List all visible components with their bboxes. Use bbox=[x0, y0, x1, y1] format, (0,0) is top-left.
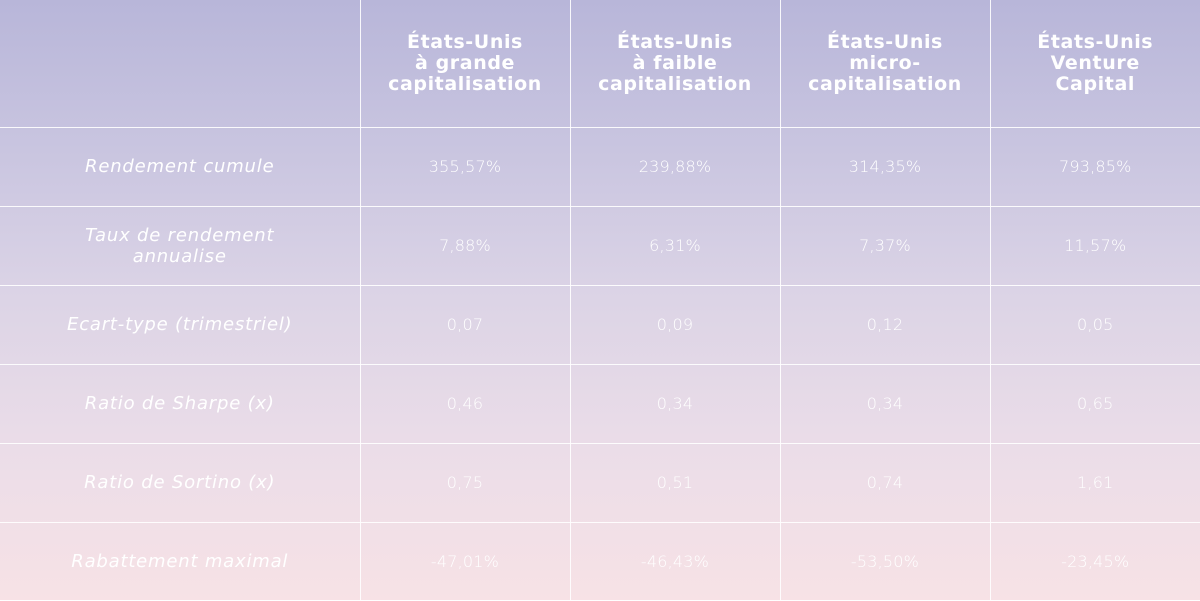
header-row: États-Unis à grande capitalisation États… bbox=[0, 0, 1200, 128]
column-header-line: États-Unis bbox=[617, 30, 733, 53]
row-label: Rabattement maximal bbox=[0, 521, 361, 601]
table-row-cumulative-return: Rendement cumule 355,57% 239,88% 314,35%… bbox=[0, 126, 1200, 207]
table-row-sharpe-ratio: Ratio de Sharpe (x) 0,46 0,34 0,34 0,65 bbox=[0, 363, 1200, 444]
row-label-line: Taux de rendement bbox=[85, 224, 275, 246]
table-row-sortino-ratio: Ratio de Sortino (x) 0,75 0,51 0,74 1,61 bbox=[0, 442, 1200, 523]
column-header-line: à grande bbox=[414, 51, 516, 74]
table-cell: 0,05 bbox=[989, 284, 1200, 365]
row-label: Rendement cumule bbox=[0, 126, 361, 207]
table-row-max-drawdown: Rabattement maximal -47,01% -46,43% -53,… bbox=[0, 521, 1200, 601]
table-cell: 7,37% bbox=[779, 205, 991, 286]
column-header-us-small-cap: États-Unis à faible capitalisation bbox=[569, 0, 781, 128]
row-label-line: Ratio de Sortino (x) bbox=[84, 472, 276, 493]
table-cell: 314,35% bbox=[779, 126, 991, 207]
row-label-line: Ecart-type (trimestriel) bbox=[67, 314, 293, 335]
table-cell: 0,34 bbox=[779, 363, 991, 444]
table-row-standard-deviation: Ecart-type (trimestriel) 0,07 0,09 0,12 … bbox=[0, 284, 1200, 365]
table-cell: 0,12 bbox=[779, 284, 991, 365]
column-header-line: capitalisation bbox=[388, 72, 542, 95]
table-cell: -47,01% bbox=[359, 521, 571, 601]
row-label-line: Rabattement maximal bbox=[71, 551, 289, 573]
table-cell: 6,31% bbox=[569, 205, 781, 286]
column-header-line: micro- bbox=[849, 51, 921, 74]
column-header-us-micro-cap: États-Unis micro- capitalisation bbox=[779, 0, 991, 128]
table-cell: 0,74 bbox=[779, 442, 991, 523]
table-cell: -23,45% bbox=[989, 521, 1200, 601]
column-header-line: capitalisation bbox=[598, 72, 752, 95]
table-row-annualized-return: Taux de rendement annualise 7,88% 6,31% … bbox=[0, 205, 1200, 286]
row-label: Ecart-type (trimestriel) bbox=[0, 284, 361, 365]
table-cell: 0,09 bbox=[569, 284, 781, 365]
table-cell: 0,65 bbox=[989, 363, 1200, 444]
table-cell: 239,88% bbox=[569, 126, 781, 207]
column-header-line: États-Unis bbox=[827, 30, 943, 53]
table-cell: -46,43% bbox=[569, 521, 781, 601]
column-header-us-venture-capital: États-Unis Venture Capital bbox=[989, 0, 1200, 128]
column-header-line: États-Unis bbox=[1037, 30, 1154, 53]
column-header-line: à faible bbox=[632, 51, 718, 74]
row-label-line: Ratio de Sharpe (x) bbox=[84, 393, 275, 414]
table-cell: 11,57% bbox=[989, 205, 1200, 286]
row-label-line: annualise bbox=[132, 245, 227, 267]
column-header-us-large-cap: États-Unis à grande capitalisation bbox=[359, 0, 571, 128]
table-cell: 0,34 bbox=[569, 363, 781, 444]
row-label: Ratio de Sharpe (x) bbox=[0, 363, 361, 444]
table-cell: 0,07 bbox=[359, 284, 571, 365]
table-cell: 793,85% bbox=[989, 126, 1200, 207]
table-cell: 0,75 bbox=[359, 442, 571, 523]
table-cell: 355,57% bbox=[359, 126, 571, 207]
row-label: Ratio de Sortino (x) bbox=[0, 442, 361, 523]
table-cell: 0,51 bbox=[569, 442, 781, 523]
table-cell: 0,46 bbox=[359, 363, 571, 444]
column-header-line: États-Unis bbox=[407, 30, 523, 53]
column-header-line: capitalisation bbox=[808, 72, 962, 95]
column-header-line: Capital bbox=[1055, 72, 1135, 95]
row-label: Taux de rendement annualise bbox=[0, 205, 361, 286]
table-cell: 1,61 bbox=[989, 442, 1200, 523]
row-label-line: Rendement cumule bbox=[85, 156, 275, 177]
column-header-line: Venture bbox=[1050, 51, 1140, 74]
table-cell: 7,88% bbox=[359, 205, 571, 286]
table-cell: -53,50% bbox=[779, 521, 991, 601]
header-corner-cell bbox=[0, 0, 361, 128]
